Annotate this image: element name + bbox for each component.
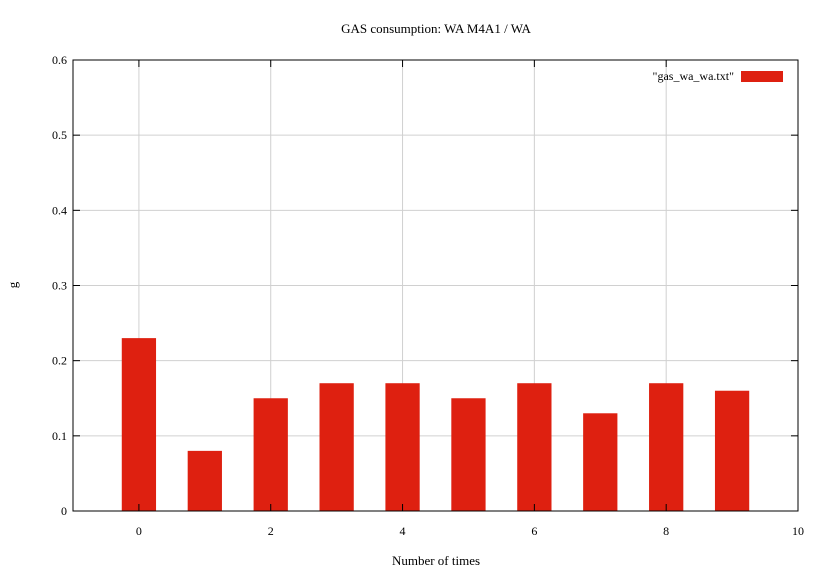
legend: "gas_wa_wa.txt" xyxy=(653,69,783,83)
bar xyxy=(319,383,354,511)
legend-label: "gas_wa_wa.txt" xyxy=(653,69,735,83)
x-tick-label: 6 xyxy=(531,524,537,538)
x-tick-label: 0 xyxy=(136,524,142,538)
bar xyxy=(714,390,750,511)
y-tick-label: 0.6 xyxy=(52,53,67,67)
bar xyxy=(649,383,684,511)
x-axis-label: Number of times xyxy=(392,553,480,568)
bar xyxy=(517,383,552,511)
x-tick-label: 4 xyxy=(400,524,406,538)
y-axis-label: g xyxy=(5,281,20,288)
x-tick-label: 2 xyxy=(268,524,274,538)
y-tick-label: 0.5 xyxy=(52,128,67,142)
chart-title: GAS consumption: WA M4A1 / WA xyxy=(341,21,531,36)
grid xyxy=(73,60,798,511)
bar xyxy=(253,398,288,511)
plot-frame xyxy=(72,59,799,512)
bar xyxy=(385,383,420,511)
legend-swatch xyxy=(741,71,783,82)
y-tick-label: 0.4 xyxy=(52,203,67,217)
y-tick-label: 0 xyxy=(61,504,67,518)
y-tick-label: 0.3 xyxy=(52,279,67,293)
x-tick-label: 8 xyxy=(663,524,669,538)
bar xyxy=(583,413,618,511)
y-tick-label: 0.2 xyxy=(52,354,67,368)
ticks: 0 0.1 0.2 0.3 0.4 0.5 0.6 0 2 4 6 8 10 xyxy=(52,53,804,538)
bar xyxy=(187,450,222,511)
y-tick-label: 0.1 xyxy=(52,429,67,443)
bar xyxy=(121,338,157,511)
bars xyxy=(121,338,750,511)
bar xyxy=(451,398,486,511)
x-tick-label: 10 xyxy=(792,524,804,538)
